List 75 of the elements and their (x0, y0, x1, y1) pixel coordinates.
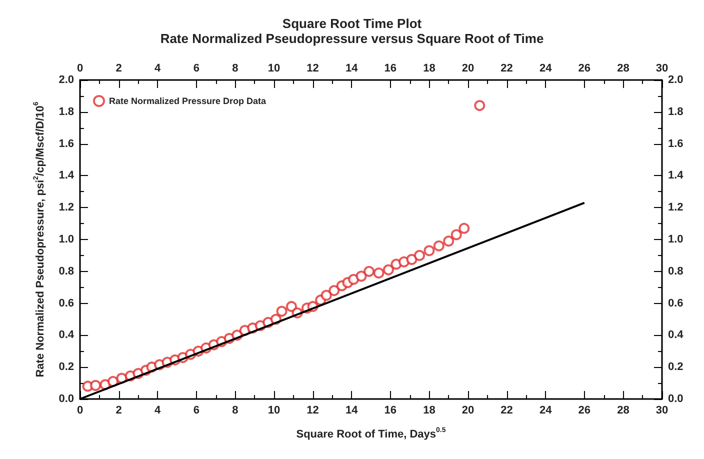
x2-tick-label: 8 (232, 62, 238, 74)
point (406, 254, 418, 265)
x-tick-label: 0 (76, 404, 84, 416)
point (458, 222, 470, 234)
point (90, 380, 102, 391)
point (373, 267, 384, 278)
y-tick-label: 1.2 (58, 202, 74, 214)
x-tick-label: 16 (384, 404, 397, 416)
y2-tick-label: 0.4 (668, 329, 684, 342)
x2-tick-label: 12 (306, 62, 319, 74)
x-tick-label: 22 (500, 404, 513, 416)
x2-tick-label: 28 (617, 62, 630, 74)
x-tick-label: 26 (578, 404, 591, 416)
y-tick-label: 0.8 (58, 265, 74, 278)
y-tick-label: 0.2 (58, 361, 74, 374)
y-tick-label: 0.4 (58, 329, 75, 342)
x-tick-label: 30 (656, 404, 668, 416)
y-tick-label: 1.6 (58, 138, 74, 150)
x-tick-label: 12 (306, 404, 319, 416)
x-tick-label: 20 (462, 404, 474, 416)
point (414, 250, 425, 261)
legend-label: Rate Normalized Pressure Drop Data (109, 96, 268, 106)
x2-tick-label: 6 (193, 62, 200, 74)
y2-tick-label: 1.4 (668, 170, 684, 182)
x-tick-label: 4 (154, 404, 162, 416)
x2-tick-label: 30 (656, 62, 668, 74)
y-tick-label: 1.0 (58, 234, 74, 246)
x-tick-label: 28 (617, 404, 630, 416)
y2-tick-label: 0.8 (668, 265, 684, 278)
x2-tick-label: 4 (154, 62, 162, 74)
point (443, 236, 454, 247)
y-tick-label: 2.0 (58, 74, 74, 86)
y-tick-label: 1.4 (58, 170, 75, 182)
x2-tick-label: 0 (76, 62, 84, 74)
x2-tick-label: 20 (462, 62, 474, 74)
y-tick-label: 1.8 (58, 106, 74, 118)
x-tick-label: 6 (193, 404, 200, 416)
x-tick-label: 18 (423, 404, 436, 416)
point (382, 264, 394, 276)
x2-tick-label: 22 (500, 62, 513, 74)
point (320, 290, 332, 301)
x-tick-label: 24 (539, 404, 553, 416)
x2-tick-label: 10 (268, 62, 280, 74)
x2-tick-label: 26 (578, 62, 591, 74)
point (328, 285, 340, 296)
x-tick-label: 8 (232, 404, 238, 416)
chart-subtitle: Rate Normalized Pseudopressure versus Square Root of Time (160, 31, 544, 46)
y2-tick-label: 0.6 (668, 297, 684, 310)
y2-tick-label: 2.0 (668, 74, 684, 86)
chart-title: Square Root Time Plot (282, 16, 422, 31)
point (276, 306, 288, 317)
point (356, 270, 367, 282)
point (433, 240, 444, 252)
y2-tick-label: 1.2 (668, 202, 684, 214)
y2-tick-label: 0.2 (668, 361, 684, 374)
x-tick-label: 14 (345, 404, 359, 416)
y2-tick-label: 1.6 (668, 138, 684, 150)
point (474, 100, 486, 112)
x2-tick-label: 24 (539, 62, 553, 74)
x2-tick-label: 18 (423, 62, 436, 74)
x2-tick-label: 14 (345, 62, 359, 74)
point (450, 229, 462, 240)
y2-tick-label: 1.0 (668, 234, 684, 246)
point (424, 245, 435, 256)
x-tick-label: 2 (116, 404, 122, 416)
y2-tick-label: 0.0 (668, 393, 684, 405)
y-tick-label: 0.0 (58, 393, 74, 405)
y2-tick-label: 1.8 (668, 106, 684, 118)
point (348, 274, 360, 285)
x2-tick-label: 16 (384, 62, 397, 74)
x2-tick-label: 2 (116, 62, 122, 74)
point (364, 266, 375, 277)
y-tick-label: 0.6 (58, 297, 74, 310)
point (286, 300, 297, 312)
x-tick-label: 10 (268, 404, 280, 416)
